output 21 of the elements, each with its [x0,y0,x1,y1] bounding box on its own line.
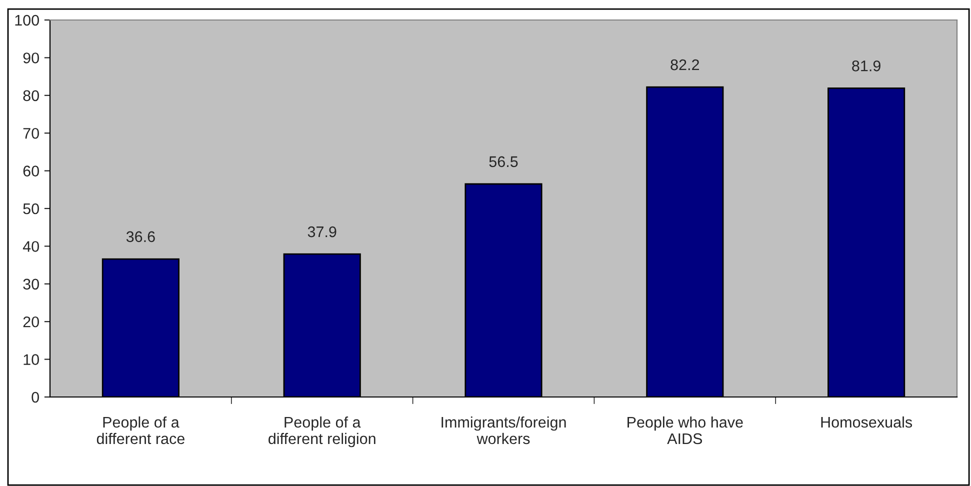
y-tick-label: 70 [23,128,39,139]
y-tick-label: 20 [23,316,39,328]
data-label: 81.9 [852,60,880,72]
y-tick-label: 10 [24,354,39,365]
data-label: 36.6 [126,231,155,242]
y-tick-label: 40 [22,241,39,252]
x-tick-label: People of a different race [96,416,184,444]
x-tick-label: People who have AIDS [628,416,743,444]
y-tick-label: 30 [23,278,39,290]
y-tick-label: 80 [23,90,39,102]
data-label: 37.9 [308,226,336,238]
x-tick-label: Immigrants/foreign workers [442,416,566,444]
x-tick-label: Homosexuals [821,416,912,428]
y-tick-label: 50 [23,203,39,214]
data-label: 56.5 [489,156,518,168]
y-tick-label: 0 [32,392,39,403]
data-label: 82.2 [670,59,699,70]
y-tick-label: 60 [23,166,39,176]
y-tick-label: 90 [23,52,39,64]
x-tick-label: People of a different religion [268,416,376,448]
y-tick-label: 100 [15,14,39,26]
